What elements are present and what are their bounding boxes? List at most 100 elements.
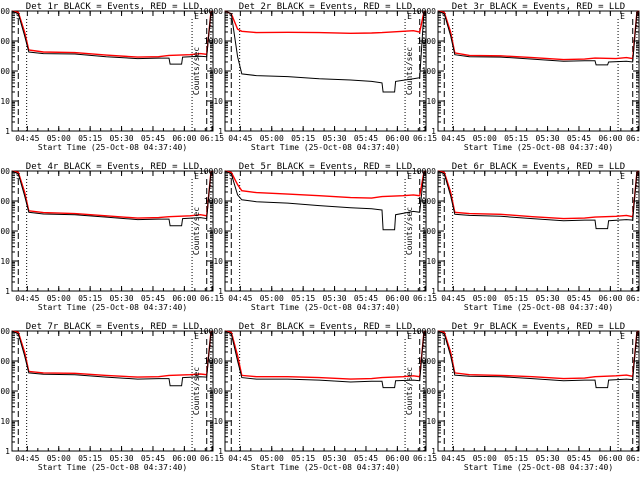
- plot-frame: [437, 10, 640, 132]
- x-axis-label: Start Time (25-Oct-08 04:37:40): [464, 303, 613, 312]
- x-tick-label: 05:30: [110, 454, 134, 463]
- x-tick-label: 06:00: [598, 294, 622, 303]
- x-tick-label: 05:45: [567, 454, 591, 463]
- y-tick-label: 1000: [417, 197, 436, 206]
- panel-2: Det 2r BLACK = Events, RED = LLD11010010…: [192, 2, 437, 152]
- events-series-line: [437, 170, 640, 230]
- x-tick-label: 05:15: [78, 134, 102, 143]
- x-tick-label: 05:15: [504, 294, 528, 303]
- y-tick-label: 10000: [199, 7, 223, 16]
- y-tick-label: 10: [0, 97, 10, 106]
- y-tick-label: 100: [422, 387, 437, 396]
- y-tick-label: 10: [213, 417, 223, 426]
- y-axis-label: Counts/sec: [405, 367, 414, 415]
- y-tick-label: 1000: [204, 197, 223, 206]
- y-tick-label: 1: [218, 447, 223, 456]
- x-tick-label: 05:45: [141, 454, 165, 463]
- x-tick-label: 05:30: [536, 134, 560, 143]
- y-tick-label: 1: [218, 127, 223, 136]
- y-tick-label: 1: [218, 287, 223, 296]
- y-tick-label: 10: [0, 417, 10, 426]
- lld-series-line: [224, 170, 427, 199]
- start-bracket-label: S: [442, 332, 447, 341]
- x-tick-label: 06:00: [172, 134, 196, 143]
- x-tick-label: 04:45: [228, 454, 252, 463]
- y-tick-label: 1: [431, 127, 436, 136]
- x-tick-label: 05:00: [260, 454, 284, 463]
- x-tick-label: 05:15: [291, 294, 315, 303]
- x-tick-label: 06:15: [200, 454, 224, 463]
- start-bracket-label: S: [16, 332, 21, 341]
- y-tick-label: 1: [5, 447, 10, 456]
- y-tick-label: 100: [0, 67, 10, 76]
- x-tick-label: 06:15: [626, 454, 640, 463]
- x-tick-label: 05:00: [473, 134, 497, 143]
- panel-title: Det 6r BLACK = Events, RED = LLD: [452, 162, 625, 172]
- events-series-line: [437, 10, 640, 66]
- y-axis-label: Counts/sec: [192, 207, 201, 255]
- y-tick-label: 100: [0, 387, 10, 396]
- y-tick-label: 100: [0, 227, 10, 236]
- plot-frame: [224, 170, 427, 292]
- y-tick-label: 10000: [0, 327, 10, 336]
- y-tick-label: 100: [209, 387, 224, 396]
- panel-title: Det 3r BLACK = Events, RED = LLD: [452, 2, 625, 12]
- y-axis-label: Counts/sec: [405, 47, 414, 95]
- events-series-line: [11, 10, 214, 65]
- panel-title: Det 4r BLACK = Events, RED = LLD: [26, 162, 199, 172]
- x-tick-label: 05:15: [78, 294, 102, 303]
- x-tick-label: 06:00: [385, 454, 409, 463]
- end-bracket-label: E: [194, 332, 199, 341]
- x-tick-label: 05:45: [354, 454, 378, 463]
- plot-frame: [11, 170, 214, 292]
- end-bracket-label: E: [407, 12, 412, 21]
- x-tick-label: 06:15: [413, 134, 437, 143]
- lld-series-line: [11, 170, 214, 219]
- start-bracket-label: S: [229, 172, 234, 181]
- x-tick-label: 05:15: [78, 454, 102, 463]
- x-tick-label: 06:00: [385, 134, 409, 143]
- lld-series-line: [11, 10, 214, 58]
- events-series-line: [437, 330, 640, 389]
- y-tick-label: 10: [213, 97, 223, 106]
- x-tick-label: 05:30: [110, 134, 134, 143]
- events-series-line: [224, 170, 427, 231]
- end-bracket-label: E: [620, 332, 625, 341]
- end-bracket-label: E: [407, 332, 412, 341]
- y-tick-label: 10000: [412, 7, 436, 16]
- end-bracket-label: E: [194, 172, 199, 181]
- lld-series-line: [224, 10, 427, 35]
- x-tick-label: 04:45: [441, 294, 465, 303]
- y-axis-label: Counts/sec: [405, 207, 414, 255]
- plot-frame: [437, 170, 640, 292]
- y-tick-label: 10000: [199, 327, 223, 336]
- panel-7: Det 7r BLACK = Events, RED = LLD11010010…: [0, 322, 224, 472]
- panel-title: Det 8r BLACK = Events, RED = LLD: [239, 322, 412, 332]
- lld-series-line: [437, 10, 640, 61]
- events-series-line: [224, 330, 427, 389]
- lld-series-line: [437, 170, 640, 220]
- x-tick-label: 05:45: [141, 294, 165, 303]
- y-tick-label: 10000: [0, 167, 10, 176]
- x-tick-label: 06:00: [385, 294, 409, 303]
- end-bracket-label: E: [620, 172, 625, 181]
- plot-frame: [11, 10, 214, 132]
- end-bracket-label: E: [620, 12, 625, 21]
- x-tick-label: 06:15: [200, 294, 224, 303]
- y-tick-label: 100: [422, 67, 437, 76]
- x-tick-label: 05:15: [291, 454, 315, 463]
- x-tick-label: 05:00: [47, 454, 71, 463]
- y-tick-label: 10000: [199, 167, 223, 176]
- x-tick-label: 04:45: [15, 454, 39, 463]
- x-tick-label: 05:00: [260, 134, 284, 143]
- plot-frame: [437, 330, 640, 452]
- x-tick-label: 04:45: [228, 294, 252, 303]
- panel-title: Det 9r BLACK = Events, RED = LLD: [452, 322, 625, 332]
- y-tick-label: 100: [422, 227, 437, 236]
- y-tick-label: 10: [426, 257, 436, 266]
- x-tick-label: 04:45: [15, 134, 39, 143]
- y-tick-label: 10000: [412, 167, 436, 176]
- x-axis-label: Start Time (25-Oct-08 04:37:40): [251, 463, 400, 472]
- x-tick-label: 06:00: [598, 134, 622, 143]
- x-tick-label: 05:15: [504, 454, 528, 463]
